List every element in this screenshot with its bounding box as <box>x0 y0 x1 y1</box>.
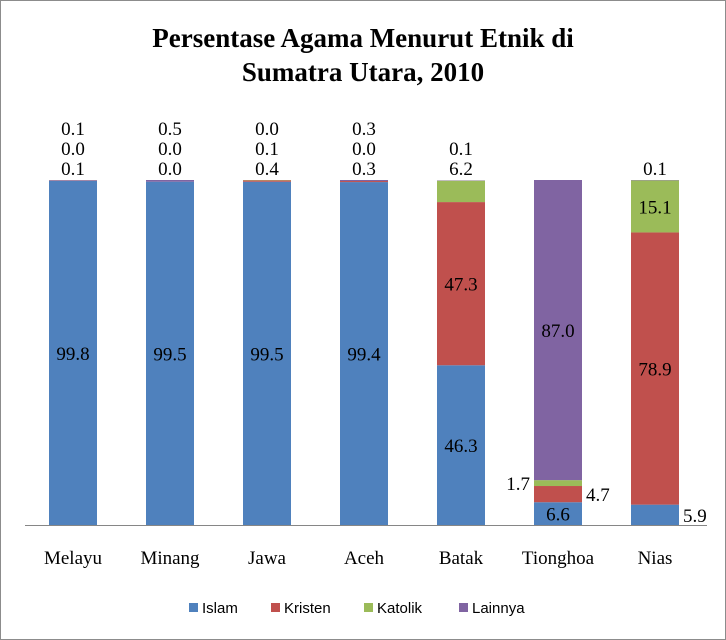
legend-swatch-lainnya <box>459 603 468 612</box>
data-label-kristen-aceh: 0.3 <box>352 159 376 180</box>
x-tick-label: Nias <box>638 548 673 569</box>
x-tick-label: Tionghoa <box>522 548 595 569</box>
bar-kristen-nias <box>631 232 679 505</box>
data-label-lainnya-aceh: 0.3 <box>352 119 376 140</box>
data-label-katolik-batak: 6.2 <box>449 159 473 180</box>
data-label-katolik-tionghoa: 1.7 <box>506 474 530 495</box>
bar-katolik-tionghoa <box>534 480 582 487</box>
data-label-lainnya-nias: 0.1 <box>643 159 667 180</box>
data-label-katolik-melayu: 0.0 <box>61 139 85 160</box>
data-label-lainnya-batak: 0.1 <box>449 139 473 160</box>
data-label-kristen-nias: 78.9 <box>638 360 671 381</box>
bar-kristen-jawa <box>243 180 291 182</box>
bar-islam-nias <box>631 504 679 525</box>
bar-katolik-nias <box>631 180 679 233</box>
bar-islam-tionghoa <box>534 502 582 525</box>
bar-kristen-aceh <box>340 181 388 183</box>
bar-lainnya-minang <box>146 180 194 182</box>
x-tick-label: Melayu <box>44 548 103 569</box>
data-label-islam-batak: 46.3 <box>444 436 477 457</box>
data-label-lainnya-melayu: 0.1 <box>61 119 85 140</box>
data-label-kristen-batak: 47.3 <box>444 275 477 296</box>
bar-katolik-batak <box>437 180 485 203</box>
legend-label-katolik: Katolik <box>377 600 423 617</box>
chart-title-line-2: Sumatra Utara, 2010 <box>241 57 485 87</box>
data-label-kristen-melayu: 0.1 <box>61 159 85 180</box>
data-label-lainnya-jawa: 0.0 <box>255 119 279 140</box>
x-tick-label: Aceh <box>344 548 385 569</box>
chart-title-line-1: Persentase Agama Menurut Etnik di <box>152 23 574 53</box>
legend-swatch-katolik <box>364 603 373 612</box>
bar-kristen-tionghoa <box>534 486 582 503</box>
bar-islam-melayu <box>49 180 97 525</box>
bar-islam-batak <box>437 365 485 525</box>
data-label-islam-jawa: 99.5 <box>250 344 283 365</box>
legend-label-islam: Islam <box>202 600 238 617</box>
data-label-lainnya-tionghoa: 87.0 <box>541 321 574 342</box>
chart-title: Persentase Agama Menurut Etnik di Sumatr… <box>1 21 725 89</box>
data-label-islam-nias: 5.9 <box>683 506 707 527</box>
x-tick-label: Minang <box>140 548 200 569</box>
data-label-lainnya-minang: 0.5 <box>158 119 182 140</box>
data-label-katolik-nias: 15.1 <box>638 197 671 218</box>
bar-lainnya-tionghoa <box>534 180 582 481</box>
x-tick-label: Batak <box>439 548 484 569</box>
bar-islam-minang <box>146 181 194 525</box>
data-label-kristen-jawa: 0.4 <box>255 159 279 180</box>
legend-label-kristen: Kristen <box>284 600 331 617</box>
bar-islam-jawa <box>243 181 291 525</box>
data-label-islam-aceh: 99.4 <box>347 345 381 366</box>
bar-lainnya-aceh <box>340 180 388 182</box>
bar-islam-aceh <box>340 182 388 525</box>
data-label-islam-minang: 99.5 <box>153 344 186 365</box>
bar-kristen-batak <box>437 202 485 366</box>
legend-swatch-kristen <box>271 603 280 612</box>
x-tick-label: Jawa <box>248 548 287 569</box>
data-label-kristen-tionghoa: 4.7 <box>586 485 610 506</box>
data-label-islam-melayu: 99.8 <box>56 344 89 365</box>
data-label-katolik-aceh: 0.0 <box>352 139 376 160</box>
data-label-kristen-minang: 0.0 <box>158 159 182 180</box>
data-label-katolik-minang: 0.0 <box>158 139 182 160</box>
legend-label-lainnya: Lainnya <box>472 600 525 617</box>
legend-swatch-islam <box>189 603 198 612</box>
data-label-katolik-jawa: 0.1 <box>255 139 279 160</box>
data-label-islam-tionghoa: 6.6 <box>546 505 570 526</box>
